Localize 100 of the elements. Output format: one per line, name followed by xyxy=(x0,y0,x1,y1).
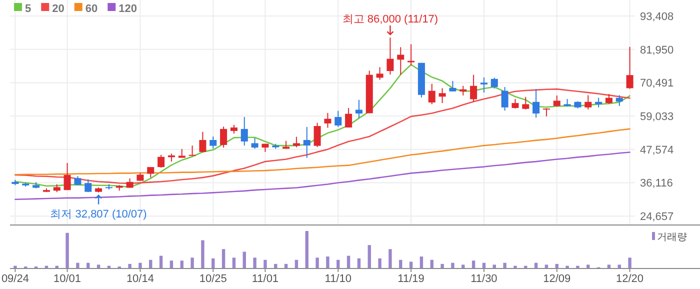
bar xyxy=(628,258,632,268)
y-tick-label: 24,657 xyxy=(640,211,674,224)
bar xyxy=(451,262,454,268)
candlestick xyxy=(292,136,300,148)
candlestick xyxy=(470,74,478,102)
candlestick xyxy=(147,166,154,178)
bar xyxy=(326,256,330,268)
x-tick-label: 09/24 xyxy=(1,273,29,285)
bar xyxy=(76,262,80,268)
bar xyxy=(544,264,548,268)
bar xyxy=(492,264,496,268)
bar xyxy=(284,264,288,268)
y-tick-label: 81,950 xyxy=(640,44,674,56)
x-tick-label: 11/01 xyxy=(252,273,279,285)
legend-label: 20 xyxy=(52,3,64,15)
legend-label: 120 xyxy=(118,3,137,15)
candlestick xyxy=(334,110,342,128)
bar xyxy=(555,264,558,268)
candlestick xyxy=(199,131,206,154)
bar xyxy=(430,260,434,268)
bar xyxy=(534,262,538,268)
bar xyxy=(212,258,215,268)
candlestick xyxy=(345,107,352,128)
annotation: 최고 86,000 (11/17) xyxy=(342,14,438,26)
bar xyxy=(305,231,308,268)
candlestick xyxy=(324,112,332,128)
x-tick-label: 10/14 xyxy=(126,273,154,285)
bar xyxy=(336,260,340,268)
candlestick xyxy=(616,94,623,106)
candlestick xyxy=(626,46,634,90)
candlestick xyxy=(397,46,404,76)
bar xyxy=(503,262,506,268)
bar xyxy=(482,262,486,268)
candlestick xyxy=(240,116,248,146)
bar xyxy=(388,249,392,268)
candlestick xyxy=(438,88,446,104)
legend-label: 거래량 xyxy=(657,232,687,243)
bar xyxy=(368,245,371,268)
candlestick xyxy=(512,98,519,110)
candlestick xyxy=(74,176,82,186)
candlestick xyxy=(220,126,228,148)
candlestick xyxy=(501,86,508,112)
bar xyxy=(294,260,298,268)
candlestick xyxy=(449,80,456,92)
y-tick-label: 70,491 xyxy=(640,78,674,90)
bar xyxy=(420,256,424,268)
bar xyxy=(409,262,413,268)
candlestick xyxy=(251,137,258,150)
bar xyxy=(138,262,142,268)
y-tick-label: 47,574 xyxy=(640,144,674,156)
bar xyxy=(96,264,100,268)
x-tick-label: 12/20 xyxy=(616,273,644,285)
bar xyxy=(264,260,267,268)
candlestick xyxy=(553,94,560,108)
x-tick-label: 10/25 xyxy=(199,273,227,285)
bar xyxy=(357,258,361,268)
bar xyxy=(440,264,444,268)
candlestick xyxy=(386,37,394,76)
candlestick xyxy=(490,77,498,89)
candlestick xyxy=(64,162,71,191)
bar xyxy=(316,258,319,268)
x-tick-label: 11/10 xyxy=(324,273,352,285)
bar xyxy=(180,260,184,268)
bar xyxy=(274,264,278,268)
bar xyxy=(346,256,350,268)
bar xyxy=(242,252,246,268)
candlestick xyxy=(314,122,321,148)
bar xyxy=(378,258,382,268)
candlestick xyxy=(355,99,362,119)
candlestick xyxy=(188,145,196,156)
line-series xyxy=(14,152,630,200)
x-tick-label: 10/01 xyxy=(54,273,82,285)
candlestick xyxy=(605,94,612,104)
legend-label: 5 xyxy=(25,3,32,15)
bar xyxy=(66,232,69,268)
bar xyxy=(149,260,152,268)
bar xyxy=(232,258,236,268)
annotation: 최저 32,807 (10/07) xyxy=(50,208,147,220)
candlestick xyxy=(584,94,592,110)
bar xyxy=(170,260,174,268)
bar xyxy=(253,258,256,268)
bar xyxy=(222,249,226,268)
x-tick-label: 11/19 xyxy=(398,273,424,285)
bar xyxy=(159,256,163,268)
candlestick xyxy=(210,136,217,150)
bar xyxy=(607,264,611,268)
bar xyxy=(462,264,465,268)
candlestick xyxy=(158,154,165,168)
candlestick xyxy=(460,85,467,96)
x-tick-label: 11/30 xyxy=(470,273,498,285)
bar xyxy=(618,264,621,268)
candlestick xyxy=(303,126,310,158)
candlestick xyxy=(408,44,415,66)
bar xyxy=(201,240,204,268)
candlestick xyxy=(522,96,530,110)
x-tick-label: 12/09 xyxy=(543,273,571,285)
bar xyxy=(86,262,90,268)
candlestick xyxy=(532,88,540,118)
y-tick-label: 59,033 xyxy=(640,111,674,124)
candlestick xyxy=(480,76,488,94)
